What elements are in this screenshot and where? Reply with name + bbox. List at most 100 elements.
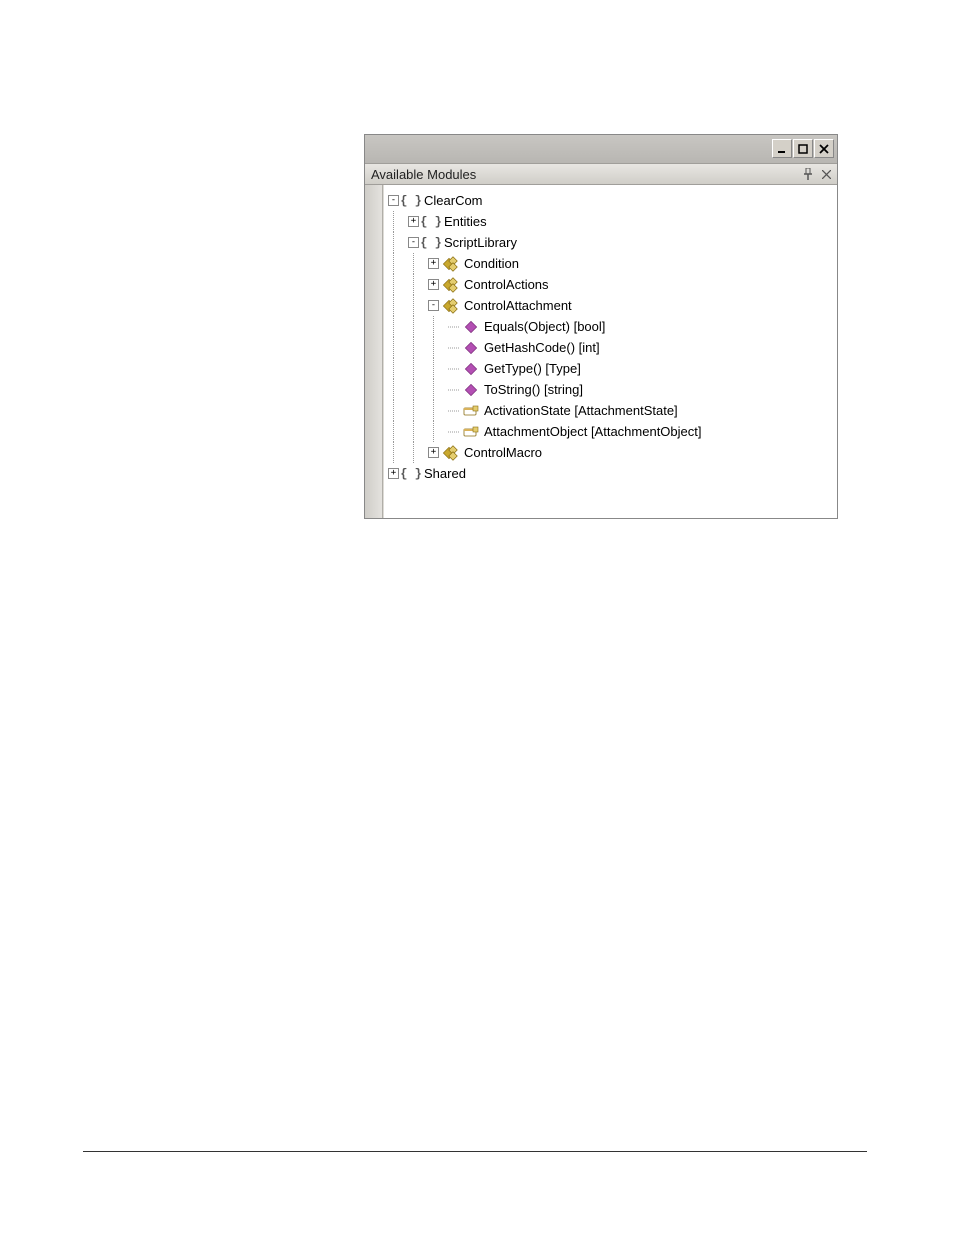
expand-icon[interactable]: + (388, 468, 399, 479)
expander-spacer (448, 426, 459, 437)
footer-rule (83, 1151, 867, 1152)
tree-indent (388, 211, 408, 232)
tree-label[interactable]: Condition (463, 256, 519, 271)
method-icon-wrap (463, 340, 479, 356)
expander-spacer (448, 363, 459, 374)
tree-indent (428, 421, 448, 442)
tree-indent (388, 442, 408, 463)
method-icon (464, 341, 478, 355)
tree-label[interactable]: ControlMacro (463, 445, 542, 460)
namespace-icon: { } (420, 236, 442, 250)
tree-node-ControlActions[interactable]: + ControlActions (388, 274, 833, 295)
tree-node-ClearCom[interactable]: -{ }ClearCom (388, 190, 833, 211)
expand-icon[interactable]: + (428, 258, 439, 269)
tree-node-Entities[interactable]: + { } Entities (388, 211, 833, 232)
tree-label[interactable]: Equals(Object) [bool] (483, 319, 605, 334)
tree-indent (388, 400, 408, 421)
side-band (365, 185, 383, 518)
class-icon-wrap (443, 256, 459, 272)
tree-indent (388, 421, 408, 442)
tree-indent (408, 295, 428, 316)
tree-indent (408, 421, 428, 442)
class-icon-wrap (443, 298, 459, 314)
tree-indent (388, 232, 408, 253)
expand-icon[interactable]: + (428, 279, 439, 290)
tree-label[interactable]: ClearCom (423, 193, 483, 208)
expand-icon[interactable]: + (408, 216, 419, 227)
tree-node-Shared[interactable]: + { } Shared (388, 463, 833, 484)
tree-label[interactable]: ScriptLibrary (443, 235, 517, 250)
method-icon-wrap (463, 361, 479, 377)
tree-label[interactable]: ControlActions (463, 277, 549, 292)
tree-node-ScriptLibrary[interactable]: -{ } ScriptLibrary (388, 232, 833, 253)
collapse-icon[interactable]: - (408, 237, 419, 248)
tree-label[interactable]: GetType() [Type] (483, 361, 581, 376)
pin-icon[interactable] (801, 167, 815, 181)
tree-indent (408, 442, 428, 463)
tree-label[interactable]: GetHashCode() [int] (483, 340, 600, 355)
method-icon-wrap (463, 319, 479, 335)
tree-indent (408, 358, 428, 379)
namespace-icon-wrap: { } (423, 214, 439, 230)
tree-node-AttachmentObject[interactable]: AttachmentObject [AttachmentObject] (388, 421, 833, 442)
tree-indent (408, 379, 428, 400)
tree-node-ControlAttachment[interactable]: - ControlAttachment (388, 295, 833, 316)
property-icon (463, 425, 479, 439)
tree-indent (428, 316, 448, 337)
tree-node-ControlMacro[interactable]: + ControlMacro (388, 442, 833, 463)
panel-window: Available Modules -{ }ClearCom+{ }Entiti… (364, 134, 838, 519)
tree-node-ActivationState[interactable]: ActivationState [AttachmentState] (388, 400, 833, 421)
property-icon (463, 404, 479, 418)
module-tree[interactable]: -{ }ClearCom+{ }Entities-{ }ScriptLibrar… (383, 185, 837, 518)
namespace-icon: { } (400, 194, 422, 208)
tree-indent (428, 337, 448, 358)
class-icon (443, 256, 459, 272)
method-icon-wrap (463, 382, 479, 398)
expander-spacer (448, 342, 459, 353)
tree-node-ToString[interactable]: ToString() [string] (388, 379, 833, 400)
collapse-icon[interactable]: - (388, 195, 399, 206)
tree-indent (388, 316, 408, 337)
tree-node-GetType[interactable]: GetType() [Type] (388, 358, 833, 379)
collapse-icon[interactable]: - (428, 300, 439, 311)
close-button[interactable] (814, 139, 834, 158)
namespace-icon: { } (400, 467, 422, 481)
tree-label[interactable]: AttachmentObject [AttachmentObject] (483, 424, 702, 439)
minimize-button[interactable] (772, 139, 792, 158)
tree-indent (408, 400, 428, 421)
panel-close-icon[interactable] (819, 167, 833, 181)
method-icon (464, 320, 478, 334)
namespace-icon-wrap: { } (403, 466, 419, 482)
tree-indent (408, 316, 428, 337)
tree-node-GetHashCode[interactable]: GetHashCode() [int] (388, 337, 833, 358)
window-controls (771, 139, 834, 158)
tree-label[interactable]: ToString() [string] (483, 382, 583, 397)
tree-indent (428, 400, 448, 421)
expand-icon[interactable]: + (428, 447, 439, 458)
panel-title: Available Modules (371, 167, 797, 182)
tree-indent (388, 358, 408, 379)
tree-indent (388, 295, 408, 316)
expander-spacer (448, 384, 459, 395)
namespace-icon-wrap: { } (423, 235, 439, 251)
tree-indent (388, 337, 408, 358)
panel-header: Available Modules (365, 164, 837, 185)
class-icon (443, 445, 459, 461)
expander-spacer (448, 405, 459, 416)
tree-label[interactable]: Entities (443, 214, 487, 229)
tree-label[interactable]: ControlAttachment (463, 298, 572, 313)
tree-node-Condition[interactable]: + Condition (388, 253, 833, 274)
method-icon (464, 362, 478, 376)
tree-indent (428, 379, 448, 400)
tree-indent (408, 253, 428, 274)
tree-label[interactable]: Shared (423, 466, 466, 481)
class-icon (443, 298, 459, 314)
expander-spacer (448, 321, 459, 332)
maximize-button[interactable] (793, 139, 813, 158)
class-icon-wrap (443, 277, 459, 293)
tree-indent (408, 274, 428, 295)
property-icon-wrap (463, 424, 479, 440)
tree-node-Equals[interactable]: Equals(Object) [bool] (388, 316, 833, 337)
tree-label[interactable]: ActivationState [AttachmentState] (483, 403, 678, 418)
tree-indent (388, 274, 408, 295)
